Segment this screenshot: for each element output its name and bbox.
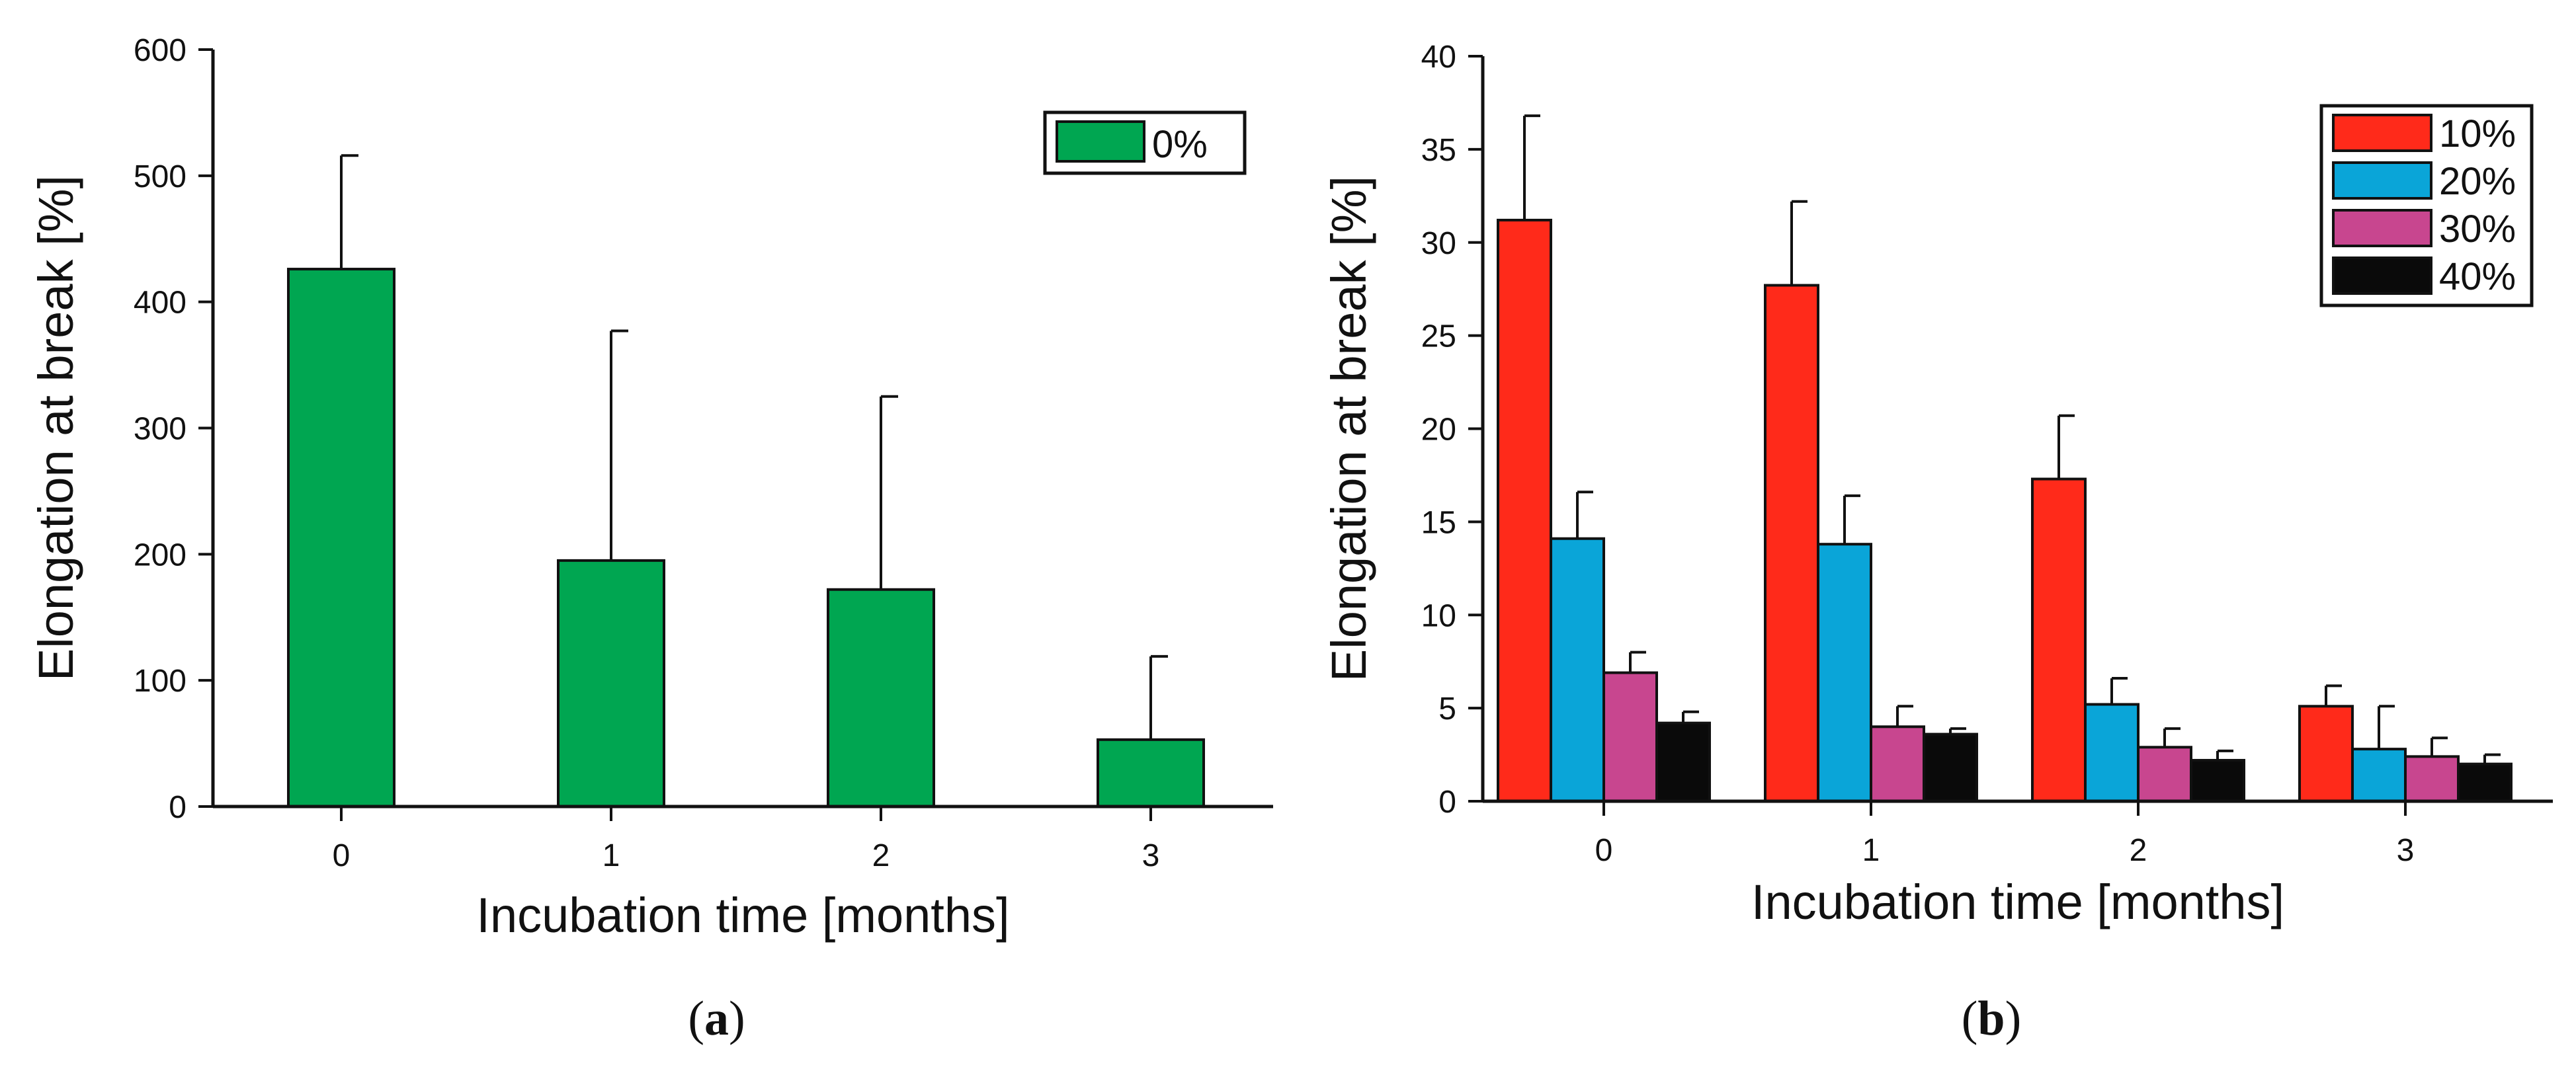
y-tick-label-a-0: 0 <box>169 790 187 825</box>
bar-b-40%-1 <box>1923 732 1978 803</box>
legend-label-b-20%: 20% <box>2439 160 2516 203</box>
legend-swatch-b-20% <box>2332 161 2432 200</box>
panel-label-b: (b) <box>1962 992 2021 1046</box>
bar-a-0%-1 <box>557 559 665 808</box>
bar-b-20%-1 <box>1817 543 1872 803</box>
y-tick-label-b-0: 0 <box>1438 785 1456 820</box>
legend-a: 0% <box>1043 110 1247 175</box>
x-tick-label-b-1: 1 <box>1862 833 1880 868</box>
bar-b-30%-2 <box>2137 746 2192 803</box>
x-tick-label-a-1: 1 <box>602 838 620 873</box>
bar-a-0%-0 <box>287 268 395 808</box>
legend-label-b-40%: 40% <box>2439 255 2516 298</box>
bar-b-10%-3 <box>2298 705 2354 803</box>
y-tick-label-a-500: 500 <box>134 159 187 194</box>
panel-label-a: (a) <box>688 992 745 1046</box>
y-tick-label-a-200: 200 <box>134 537 187 572</box>
bar-b-40%-3 <box>2457 762 2513 803</box>
bar-b-20%-2 <box>2084 703 2140 803</box>
x-axis-title-b: Incubation time [months] <box>1751 875 2284 929</box>
legend-swatch-b-10% <box>2332 114 2432 152</box>
x-tick-label-a-3: 3 <box>1142 838 1160 873</box>
legend-label-a-0%: 0% <box>1152 123 1208 166</box>
y-tick-label-b-40: 40 <box>1421 40 1456 75</box>
y-tick-label-b-35: 35 <box>1421 133 1456 168</box>
y-tick-label-b-15: 15 <box>1421 505 1456 540</box>
y-axis-title-b: Elongation at break [%] <box>1321 176 1376 682</box>
x-tick-label-b-0: 0 <box>1595 833 1613 868</box>
chart-panel-a: 0 1 2 3 0 100 200 300 400 500 600 Elongation at bre… <box>28 33 1273 1046</box>
bar-b-20%-3 <box>2351 748 2407 803</box>
x-tick-label-a-0: 0 <box>333 838 351 873</box>
y-tick-label-b-30: 30 <box>1421 226 1456 261</box>
bar-b-30%-0 <box>1602 671 1658 803</box>
bar-b-30%-3 <box>2404 755 2460 803</box>
legend-swatch-b-40% <box>2332 256 2432 295</box>
y-tick-label-a-300: 300 <box>134 412 187 447</box>
bar-a-0%-3 <box>1097 738 1205 808</box>
legend-label-b-30%: 30% <box>2439 208 2516 251</box>
bar-b-40%-2 <box>2190 759 2245 803</box>
x-tick-label-a-2: 2 <box>872 838 890 873</box>
y-tick-label-b-25: 25 <box>1421 319 1456 354</box>
bar-b-40%-0 <box>1655 721 1711 803</box>
legend-b: 10% 20% 30%40% <box>2319 104 2534 307</box>
bar-b-30%-1 <box>1870 725 1925 803</box>
y-axis-title-a: Elongation at break [%] <box>28 175 83 681</box>
bar-b-10%-0 <box>1497 218 1552 803</box>
y-tick-label-a-600: 600 <box>134 33 187 68</box>
legend-swatch-a-0% <box>1056 120 1145 163</box>
x-tick-label-b-2: 2 <box>2130 833 2147 868</box>
x-tick-label-b-3: 3 <box>2397 833 2415 868</box>
y-tick-label-b-10: 10 <box>1421 598 1456 633</box>
bar-b-20%-0 <box>1550 537 1605 803</box>
bar-a-0%-2 <box>827 588 935 808</box>
y-tick-label-a-100: 100 <box>134 664 187 699</box>
y-tick-label-b-20: 20 <box>1421 413 1456 448</box>
legend-swatch-b-30% <box>2332 209 2432 247</box>
y-tick-label-b-5: 5 <box>1438 691 1456 727</box>
x-axis-title-a: Incubation time [months] <box>476 888 1009 943</box>
bar-b-10%-1 <box>1764 284 1819 803</box>
y-tick-label-a-400: 400 <box>134 286 187 321</box>
bar-b-10%-2 <box>2031 477 2087 803</box>
legend-label-b-10%: 10% <box>2439 112 2516 155</box>
